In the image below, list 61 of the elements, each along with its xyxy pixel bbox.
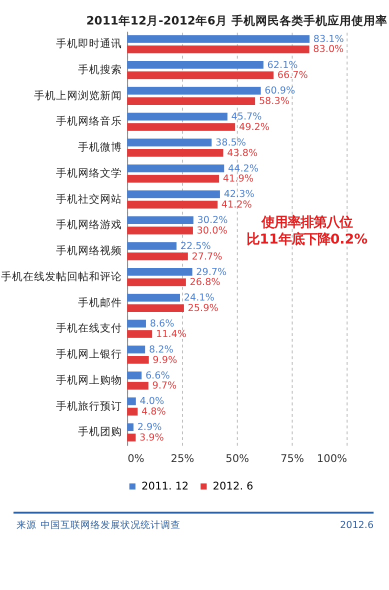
data-label: 83.1% [313, 34, 344, 45]
y-tick-label: 手机网络文学 [56, 166, 122, 180]
y-tick-label: 手机网络音乐 [56, 114, 122, 128]
data-label: 29.7% [196, 266, 227, 278]
y-tick-label: 手机网上购物 [56, 373, 122, 386]
data-label: 9.9% [152, 354, 178, 366]
data-label: 30.0% [196, 225, 228, 236]
data-label: 58.3% [258, 96, 290, 107]
text: 来源 [16, 519, 36, 532]
data-label: 38.5% [215, 137, 246, 148]
y-tick-label: 手机上网浏览新闻 [34, 88, 122, 102]
x-tick-label: 25% [170, 453, 194, 466]
data-label: 24.1% [184, 292, 214, 304]
y-tick-label: 手机在线支付 [56, 322, 122, 335]
data-label: 49.2% [238, 122, 270, 133]
data-label: 6.6% [145, 370, 170, 382]
y-tick-label: 手机搜索 [78, 62, 122, 76]
data-label: 41.2% [221, 200, 252, 211]
y-tick-label: 手机社交网站 [56, 192, 122, 206]
y-tick-label: 手机邮件 [78, 296, 122, 309]
data-label: 30.2% [197, 215, 228, 226]
y-tick-label: 手机微博 [78, 140, 122, 154]
data-label: 8.2% [148, 344, 174, 356]
chart-title: 2011年12月-2012年6月 手机网民各类手机应用使用率 [86, 14, 388, 28]
x-tick-label: 100% [316, 453, 348, 466]
data-label: 62.1% [267, 60, 298, 71]
data-label: 83.0% [313, 44, 344, 56]
data-label: 2.9% [137, 422, 162, 434]
data-label: 22.5% [180, 240, 211, 252]
data-label: 42.3% [224, 189, 254, 200]
data-label: 45.7% [231, 112, 262, 123]
data-label: 44.2% [228, 163, 259, 174]
data-label: 66.7% [277, 70, 308, 82]
legend-label: 2011. 12 [142, 480, 189, 492]
legend-label: 2012. 6 [212, 480, 254, 492]
data-label: 4.8% [141, 406, 166, 418]
data-label: 60.9% [264, 86, 296, 97]
y-tick-label: 手机网上银行 [56, 348, 122, 361]
data-label: 43.8% [227, 148, 258, 159]
text: 中国互联网络发展状况统计调查 [40, 519, 180, 532]
annotation: 使用率排第八位 [260, 214, 353, 230]
data-label: 27.7% [192, 251, 222, 262]
y-tick-label: 手机团购 [78, 425, 122, 438]
y-tick-label: 手机网络视频 [56, 244, 122, 258]
y-tick-label: 手机即时通讯 [56, 37, 122, 50]
data-label: 9.7% [152, 380, 177, 392]
data-label: 26.8% [190, 277, 220, 288]
x-tick-label: 0% [128, 453, 144, 466]
x-tick-label: 50% [226, 453, 250, 466]
x-tick-label: 75% [280, 453, 304, 466]
y-tick-label: 手机旅行预订 [56, 399, 122, 412]
data-label: 4.0% [140, 396, 164, 408]
y-tick-label: 手机在线发帖回帖和评论 [0, 270, 122, 283]
text: 2012.6 [340, 520, 374, 532]
data-label: 11.4% [156, 328, 187, 340]
data-label: 3.9% [140, 432, 164, 444]
annotation: 比11年底下降0.2% [246, 232, 368, 248]
data-label: 25.9% [188, 303, 218, 314]
data-label: 8.6% [150, 318, 174, 330]
data-label: 41.9% [222, 174, 254, 185]
y-tick-label: 手机网络游戏 [56, 218, 122, 232]
